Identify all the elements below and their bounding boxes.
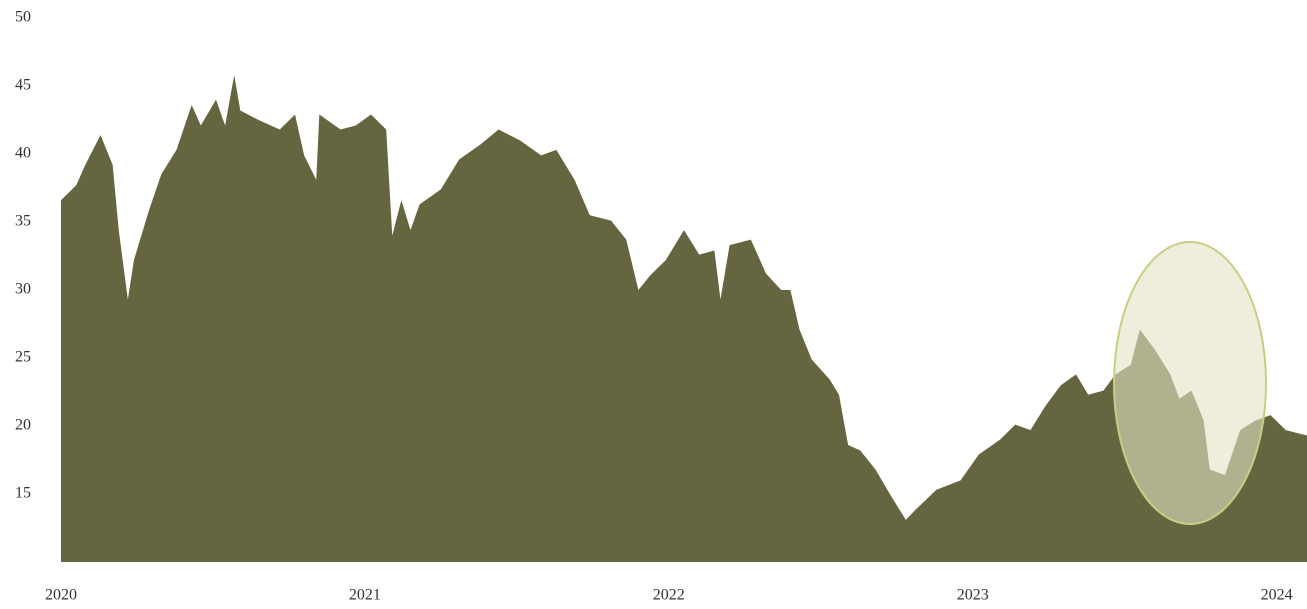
x-tick-label: 2023 [957, 587, 989, 604]
y-tick-label: 25 [15, 349, 31, 366]
y-tick-label: 30 [15, 281, 31, 298]
x-tick-label: 2021 [349, 587, 381, 604]
x-tick-label: 2022 [653, 587, 685, 604]
y-tick-label: 15 [15, 485, 31, 502]
x-tick-label: 2024 [1261, 587, 1293, 604]
highlight-ellipse [1113, 241, 1267, 525]
y-tick-label: 20 [15, 417, 31, 434]
x-tick-label: 2020 [45, 587, 77, 604]
y-tick-label: 35 [15, 213, 31, 230]
y-tick-label: 40 [15, 145, 31, 162]
area [61, 75, 1307, 563]
y-tick-label: 45 [15, 77, 31, 94]
y-tick-label: 50 [15, 9, 31, 26]
